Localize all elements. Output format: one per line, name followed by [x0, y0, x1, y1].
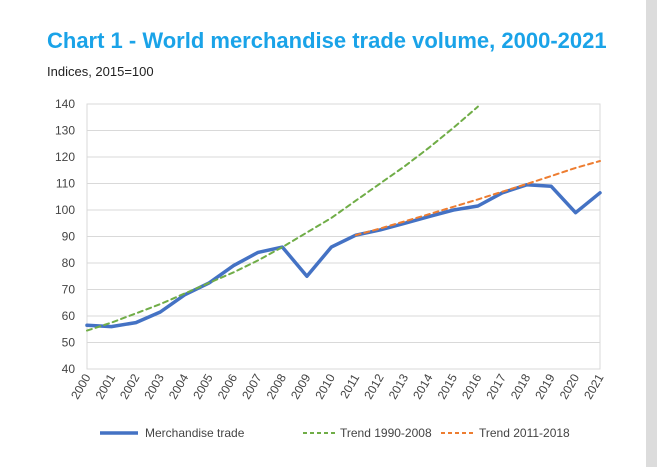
y-tick-label: 60: [62, 309, 76, 323]
x-axis-ticks: 2000200120022003200420052006200720082009…: [68, 371, 607, 401]
y-tick-label: 100: [55, 203, 75, 217]
x-tick-label: 2005: [190, 371, 216, 401]
y-tick-label: 50: [62, 336, 76, 350]
gridlines: [86, 103, 601, 370]
x-tick-label: 2007: [239, 371, 265, 401]
x-tick-label: 2013: [386, 371, 412, 401]
y-axis-ticks: 40 50 60 70 80 90 100 110 120 130 140: [55, 97, 75, 376]
y-tick-label: 90: [62, 230, 76, 244]
x-tick-label: 2014: [410, 371, 436, 401]
y-tick-label: 40: [62, 362, 76, 376]
x-tick-label: 2019: [532, 371, 558, 401]
x-tick-label: 2008: [264, 371, 290, 401]
x-tick-label: 2016: [459, 371, 485, 401]
x-tick-label: 2020: [557, 371, 583, 401]
series-line-trend-2011-2018: [354, 160, 601, 237]
legend: Merchandise trade Trend 1990-2008 Trend 20…: [100, 426, 570, 440]
x-tick-label: 2011: [337, 371, 362, 401]
chart-title: Chart 1 - World merchandise trade volume…: [47, 28, 607, 53]
y-tick-label: 80: [62, 256, 76, 270]
x-tick-label: 2021: [581, 371, 607, 401]
y-tick-label: 120: [55, 150, 75, 164]
x-tick-label: 2010: [312, 371, 338, 401]
x-tick-label: 2009: [288, 371, 314, 401]
x-tick-label: 2018: [508, 371, 534, 401]
series-line-merchandise-trade: [85, 183, 602, 329]
series-lines: [85, 105, 602, 332]
x-tick-label: 2012: [361, 371, 387, 401]
chart-subtitle: Indices, 2015=100: [47, 64, 154, 79]
y-tick-label: 70: [62, 283, 76, 297]
legend-label-merchandise-trade: Merchandise trade: [145, 426, 245, 440]
x-tick-label: 2015: [435, 371, 461, 401]
series-line-trend-1990-2008: [86, 105, 479, 332]
y-tick-label: 130: [55, 124, 75, 138]
x-tick-label: 2006: [215, 371, 241, 401]
x-tick-label: 2001: [93, 371, 119, 401]
legend-label-trend-1990-2008: Trend 1990-2008: [340, 426, 432, 440]
x-tick-label: 2002: [117, 371, 143, 401]
x-tick-label: 2003: [141, 371, 167, 401]
x-tick-label: 2004: [166, 371, 192, 401]
x-tick-label: 2017: [483, 371, 509, 401]
y-tick-label: 110: [56, 177, 75, 191]
window-right-gutter: [646, 0, 657, 467]
legend-label-trend-2011-2018: Trend 2011-2018: [479, 426, 570, 440]
y-tick-label: 140: [55, 97, 75, 111]
